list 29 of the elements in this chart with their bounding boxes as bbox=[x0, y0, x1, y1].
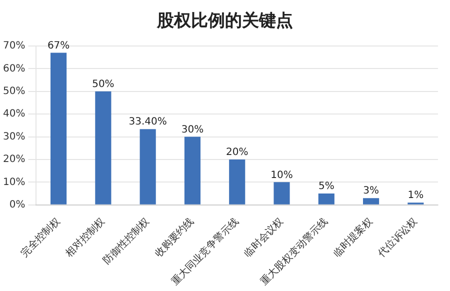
bar bbox=[140, 129, 156, 204]
y-tick-label: 70% bbox=[2, 40, 26, 52]
data-label: 10% bbox=[270, 170, 293, 181]
y-tick-label: 60% bbox=[2, 63, 26, 74]
data-label: 1% bbox=[408, 190, 424, 202]
bar bbox=[95, 91, 112, 204]
y-tick-label: 30% bbox=[2, 131, 26, 142]
data-label: 67% bbox=[47, 40, 70, 52]
data-label: 33.40% bbox=[128, 116, 167, 128]
bar bbox=[50, 52, 67, 204]
bar bbox=[363, 198, 380, 204]
data-label: 20% bbox=[226, 147, 248, 158]
bar bbox=[229, 159, 246, 204]
data-label: 30% bbox=[181, 124, 204, 136]
data-label: 3% bbox=[363, 186, 379, 197]
x-tick-label: 临时提案权 bbox=[331, 216, 375, 260]
y-tick-label: 20% bbox=[2, 154, 26, 166]
y-tick-label: 40% bbox=[2, 108, 26, 120]
chart-title: 股权比例的关键点 bbox=[156, 10, 294, 33]
x-tick-label: 代位诉讼权 bbox=[375, 216, 420, 260]
y-tick-label: 10% bbox=[2, 176, 26, 188]
bar bbox=[274, 182, 290, 204]
y-tick-label: 50% bbox=[2, 86, 26, 97]
x-tick-label: 完全控制权 bbox=[18, 216, 63, 260]
y-tick-label: 0% bbox=[9, 199, 26, 210]
bar bbox=[318, 194, 334, 204]
data-label: 50% bbox=[92, 78, 114, 90]
data-label: 5% bbox=[318, 181, 334, 192]
bar bbox=[184, 136, 201, 204]
